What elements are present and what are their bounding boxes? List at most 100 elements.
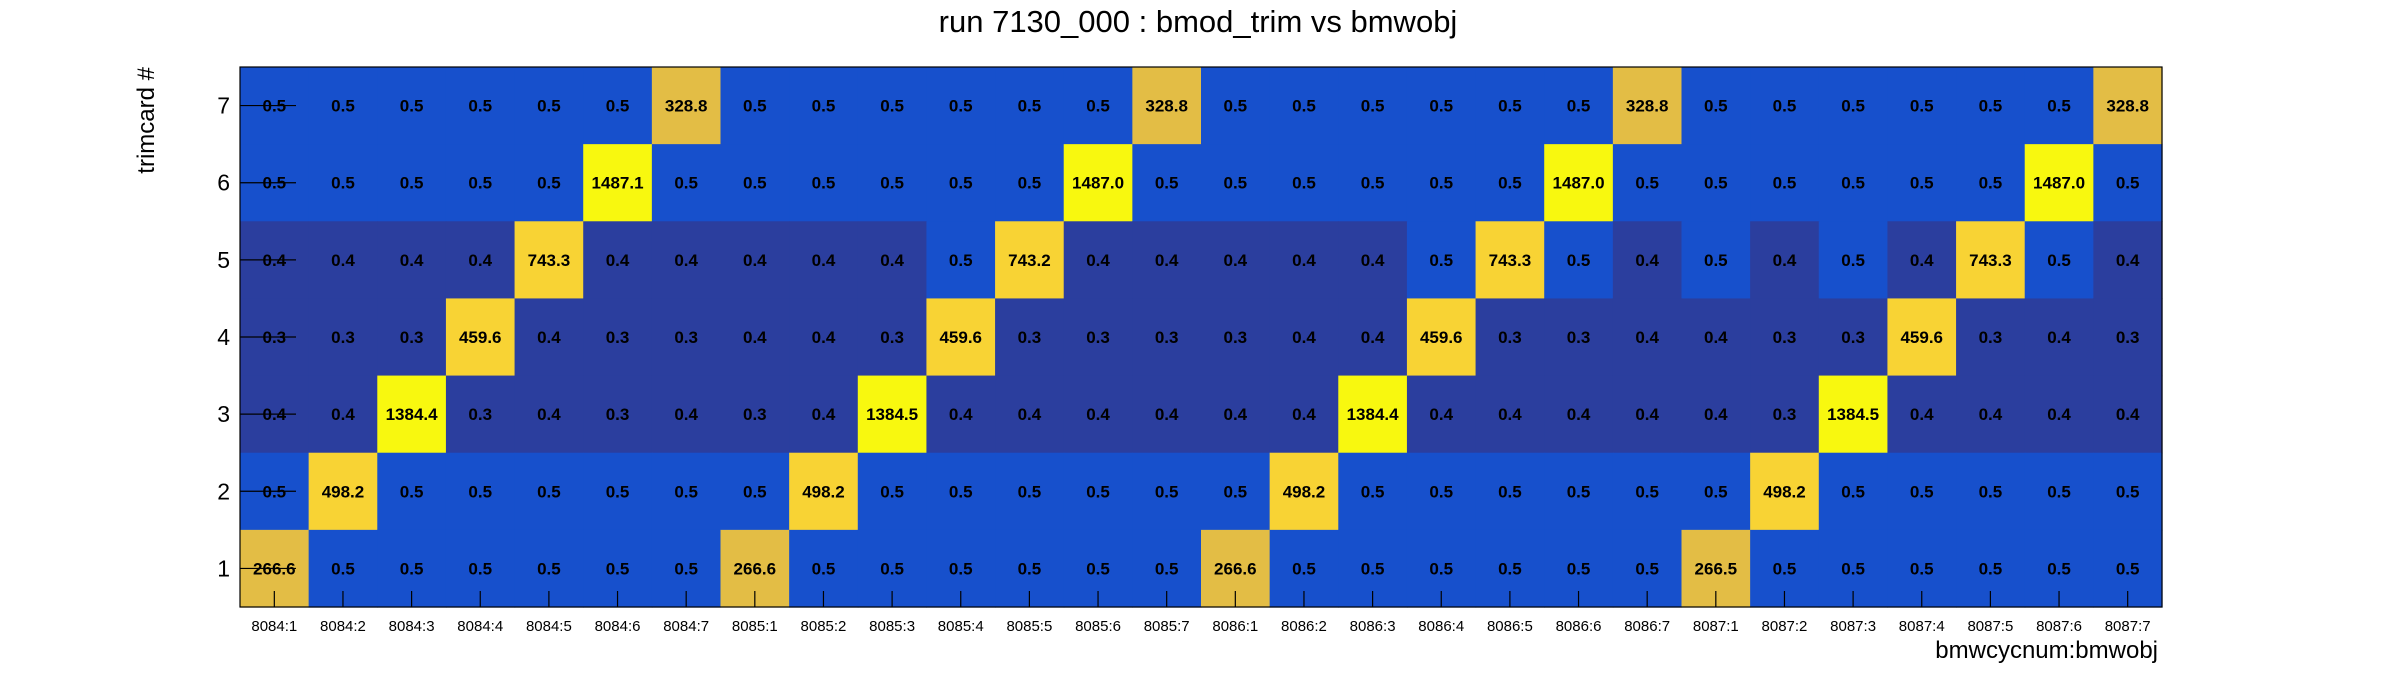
- cell-value-label: 0.5: [606, 97, 630, 116]
- cell-value-label: 0.3: [743, 405, 767, 424]
- y-tick-label: 4: [217, 324, 230, 350]
- cell-value-label: 0.5: [1429, 251, 1453, 270]
- cell-value-label: 0.5: [1361, 97, 1385, 116]
- cell-value-label: 0.5: [1635, 174, 1659, 193]
- heatmap-cell: [857, 452, 928, 531]
- y-tick-label: 3: [217, 401, 230, 427]
- cell-value-label: 498.2: [1283, 482, 1326, 501]
- cell-value-label: 459.6: [1420, 328, 1463, 347]
- cell-value-label: 0.3: [1773, 328, 1797, 347]
- heatmap-cell: [1406, 67, 1477, 145]
- cell-value-label: 0.5: [1361, 482, 1385, 501]
- cell-value-label: 0.5: [949, 251, 973, 270]
- heatmap-cell: [1063, 452, 1133, 531]
- heatmap-cell: [995, 452, 1065, 531]
- heatmap-cell: [1681, 67, 1751, 145]
- heatmap-cell: [1818, 67, 1889, 145]
- cell-value-label: 0.5: [1429, 97, 1453, 116]
- heatmap-cell: [651, 221, 722, 300]
- heatmap-cell: [583, 452, 653, 531]
- x-axis-title: bmwcycnum:bmwobj: [1935, 637, 2158, 664]
- heatmap-cell: [1063, 144, 1133, 222]
- cell-value-label: 0.5: [1018, 174, 1042, 193]
- heatmap-cell: [1681, 452, 1751, 531]
- cell-value-label: 266.6: [1214, 559, 1257, 578]
- heatmap-cell: [1544, 375, 1614, 454]
- heatmap-cell: [1132, 144, 1202, 222]
- cell-value-label: 0.5: [1292, 97, 1316, 116]
- heatmap-cell: [651, 67, 722, 145]
- cell-value-label: 0.5: [1361, 559, 1385, 578]
- cell-value-label: 0.5: [400, 482, 424, 501]
- cell-value-label: 0.5: [743, 482, 767, 501]
- cell-value-label: 0.5: [1635, 559, 1659, 578]
- cell-value-label: 0.5: [400, 97, 424, 116]
- heatmap-cell: [445, 144, 516, 222]
- cell-value-label: 0.5: [674, 482, 698, 501]
- x-tick-label: 8084:4: [457, 618, 503, 635]
- cell-value-label: 0.3: [331, 328, 355, 347]
- heatmap-cell: [1956, 67, 2026, 145]
- cell-value-label: 0.5: [1018, 97, 1042, 116]
- heatmap-cell: [1612, 298, 1683, 377]
- cell-value-label: 0.5: [1773, 97, 1797, 116]
- cell-value-label: 1384.4: [1347, 405, 1400, 424]
- y-axis-ticks: 7 6 5 4 3 2 1: [217, 93, 296, 581]
- y-tick-label: 7: [217, 93, 230, 119]
- cell-value-label: 0.3: [2116, 328, 2140, 347]
- cell-value-label: 0.4: [880, 251, 904, 270]
- cell-value-label: 1487.1: [592, 174, 644, 193]
- cell-value-label: 0.4: [1773, 251, 1797, 270]
- cell-value-label: 0.5: [949, 482, 973, 501]
- cell-value-label: 0.5: [537, 97, 561, 116]
- cell-value-label: 0.5: [468, 559, 492, 578]
- heatmap-cell: [308, 144, 378, 222]
- heatmap-cell: [1956, 375, 2026, 454]
- cell-value-label: 1487.0: [1553, 174, 1605, 193]
- cell-value-label: 0.5: [949, 174, 973, 193]
- cell-value-label: 0.4: [1704, 328, 1728, 347]
- cell-value-label: 0.4: [1086, 251, 1110, 270]
- heatmap-cell: [1338, 144, 1408, 222]
- heatmap-cell: [789, 67, 859, 145]
- cell-value-label: 0.4: [1361, 328, 1385, 347]
- heatmap-cell: [2093, 452, 2163, 531]
- cell-value-label: 0.3: [606, 328, 630, 347]
- cell-value-label: 0.5: [1498, 482, 1522, 501]
- cell-value-label: 0.5: [606, 559, 630, 578]
- x-tick-label: 8087:5: [1967, 618, 2013, 635]
- cell-value-label: 0.4: [1910, 251, 1934, 270]
- cell-value-label: 743.3: [1489, 251, 1532, 270]
- heatmap-cell: [720, 67, 790, 145]
- heatmap-cell: [1956, 221, 2026, 300]
- x-tick-label: 8085:6: [1075, 618, 1121, 635]
- heatmap-cell: [1544, 221, 1614, 300]
- cell-value-label: 0.5: [1910, 174, 1934, 193]
- cell-value-label: 1384.4: [386, 405, 439, 424]
- heatmap-cell: [2093, 67, 2163, 145]
- x-tick-label: 8086:4: [1418, 618, 1464, 635]
- heatmap-cell: [995, 221, 1065, 300]
- heatmap-cell: [926, 221, 996, 300]
- heatmap-cell: [1338, 67, 1408, 145]
- heatmap-cell: [1887, 221, 1957, 300]
- cell-value-label: 0.5: [2047, 559, 2071, 578]
- cell-value-label: 0.3: [1018, 328, 1042, 347]
- cell-value-label: 1384.5: [866, 405, 918, 424]
- heatmap-cell: [789, 221, 859, 300]
- cell-value-label: 0.5: [1841, 97, 1865, 116]
- heatmap-cell: [377, 221, 447, 300]
- cell-value-label: 0.5: [1704, 174, 1728, 193]
- cell-value-label: 0.5: [743, 97, 767, 116]
- cell-value-label: 0.5: [537, 482, 561, 501]
- cell-value-label: 0.5: [1086, 559, 1110, 578]
- cell-value-label: 0.5: [2047, 251, 2071, 270]
- cell-value-label: 0.5: [1361, 174, 1385, 193]
- heatmap-cell: [857, 298, 928, 377]
- heatmap-cell: [445, 375, 516, 454]
- cell-value-label: 0.5: [812, 559, 836, 578]
- heatmap-cell: [308, 375, 378, 454]
- x-tick-label: 8086:5: [1487, 618, 1533, 635]
- heatmap-cell: [2093, 221, 2163, 300]
- x-tick-label: 8084:3: [389, 618, 435, 635]
